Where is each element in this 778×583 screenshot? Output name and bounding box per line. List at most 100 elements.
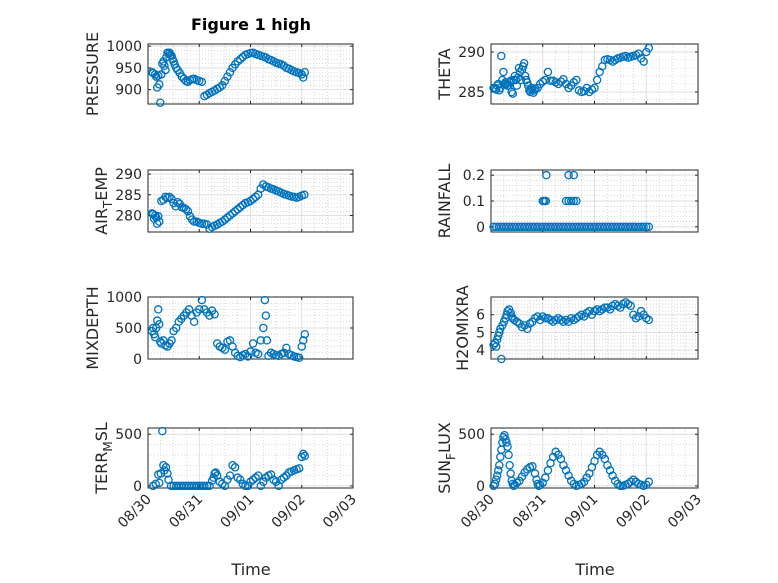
data-point — [171, 202, 180, 211]
data-point — [253, 349, 263, 359]
data-point — [512, 81, 522, 90]
data-point — [161, 463, 171, 472]
data-point — [246, 477, 255, 487]
data-point — [215, 83, 224, 92]
data-point — [165, 192, 174, 202]
data-point — [205, 481, 214, 491]
x-tick-label: 08/30 — [115, 492, 155, 532]
data-point — [197, 295, 207, 305]
data-point — [579, 477, 589, 487]
data-point — [300, 451, 310, 461]
data-point — [493, 466, 503, 475]
data-point — [225, 471, 235, 480]
y-axis-label: THETA — [435, 48, 454, 100]
data-point — [297, 342, 306, 351]
data-point — [541, 314, 550, 323]
data-point — [197, 77, 207, 87]
x-axis-label-right: Time — [574, 560, 614, 579]
subplot-sun_flux: 0 500 08/30 08/31 09/01 09/02 09/03 SUNFLUX — [435, 422, 705, 531]
data-point — [639, 57, 648, 66]
data-point — [173, 197, 182, 207]
data-point — [218, 217, 227, 226]
data-point — [608, 471, 617, 480]
data-point — [603, 460, 612, 470]
data-point — [260, 295, 270, 305]
data-point — [151, 479, 160, 489]
data-point — [519, 58, 529, 68]
y-tick-label: 0.1 — [463, 194, 485, 210]
x-tick-label: 09/02 — [613, 492, 653, 532]
y-axis-label: RAINFALL — [435, 164, 454, 239]
data-point — [167, 336, 176, 345]
data-point — [235, 202, 245, 212]
data-point — [155, 217, 164, 226]
data-point — [644, 43, 654, 53]
data-point — [248, 339, 258, 348]
data-point — [189, 317, 199, 327]
data-point — [259, 323, 268, 333]
data-point — [241, 349, 250, 359]
data-point — [246, 196, 255, 206]
data-point — [158, 426, 167, 436]
data-point — [261, 311, 271, 320]
data-point — [300, 329, 310, 339]
data-point — [535, 79, 545, 89]
data-point — [223, 475, 232, 484]
data-point — [559, 74, 568, 84]
data-point — [564, 170, 573, 180]
data-point — [548, 452, 558, 462]
y-tick-label: 4 — [476, 343, 485, 359]
data-point — [564, 83, 573, 93]
data-point — [528, 462, 537, 471]
y-tick-label: 280 — [115, 208, 142, 224]
data-point — [299, 336, 308, 345]
data-point — [194, 305, 204, 314]
y-axis-label-text: TERR — [92, 452, 111, 495]
y-axis-label-text: MIXDEPTH — [83, 286, 102, 369]
data-point — [561, 466, 571, 475]
data-point — [541, 196, 551, 206]
data-point — [256, 336, 265, 345]
data-point — [183, 207, 193, 216]
data-point — [266, 470, 276, 479]
y-axis-label-tail: SL — [92, 422, 111, 441]
data-point — [218, 343, 227, 353]
data-point — [517, 472, 527, 481]
subplot-rainfall: 0 0.1 0.2 RAINFALL — [435, 164, 699, 239]
data-point — [543, 67, 553, 77]
data-point — [155, 80, 164, 89]
data-point — [569, 196, 579, 206]
data-point — [248, 194, 258, 204]
y-tick-label: 0 — [476, 220, 485, 236]
data-point — [556, 77, 566, 86]
y-tick-label: 1000 — [106, 290, 142, 306]
y-tick-label: 500 — [458, 427, 485, 443]
y-axis-label-subscript: M — [101, 441, 115, 451]
data-point — [256, 184, 265, 193]
data-point — [506, 308, 515, 318]
y-axis-label: MIXDEPTH — [83, 286, 102, 369]
data-point — [497, 51, 506, 61]
data-point — [623, 479, 633, 489]
y-tick-label: 500 — [115, 427, 142, 443]
y-axis-label: H2OMIXRA — [453, 285, 472, 371]
data-point — [160, 61, 169, 70]
data-point — [300, 68, 310, 77]
y-axis-label-text: THETA — [435, 48, 454, 100]
data-point — [546, 76, 555, 86]
data-point — [228, 209, 237, 218]
data-point — [235, 475, 245, 484]
data-point — [189, 217, 199, 226]
y-tick-label: 0 — [133, 479, 142, 495]
x-tick-label: 09/03 — [665, 492, 705, 532]
data-point — [495, 460, 504, 470]
data-point — [572, 75, 581, 85]
data-point — [499, 67, 508, 77]
y-axis-label-text: SUN — [435, 460, 454, 494]
y-axis-label-subscript: F — [444, 453, 458, 460]
data-point — [538, 478, 548, 488]
